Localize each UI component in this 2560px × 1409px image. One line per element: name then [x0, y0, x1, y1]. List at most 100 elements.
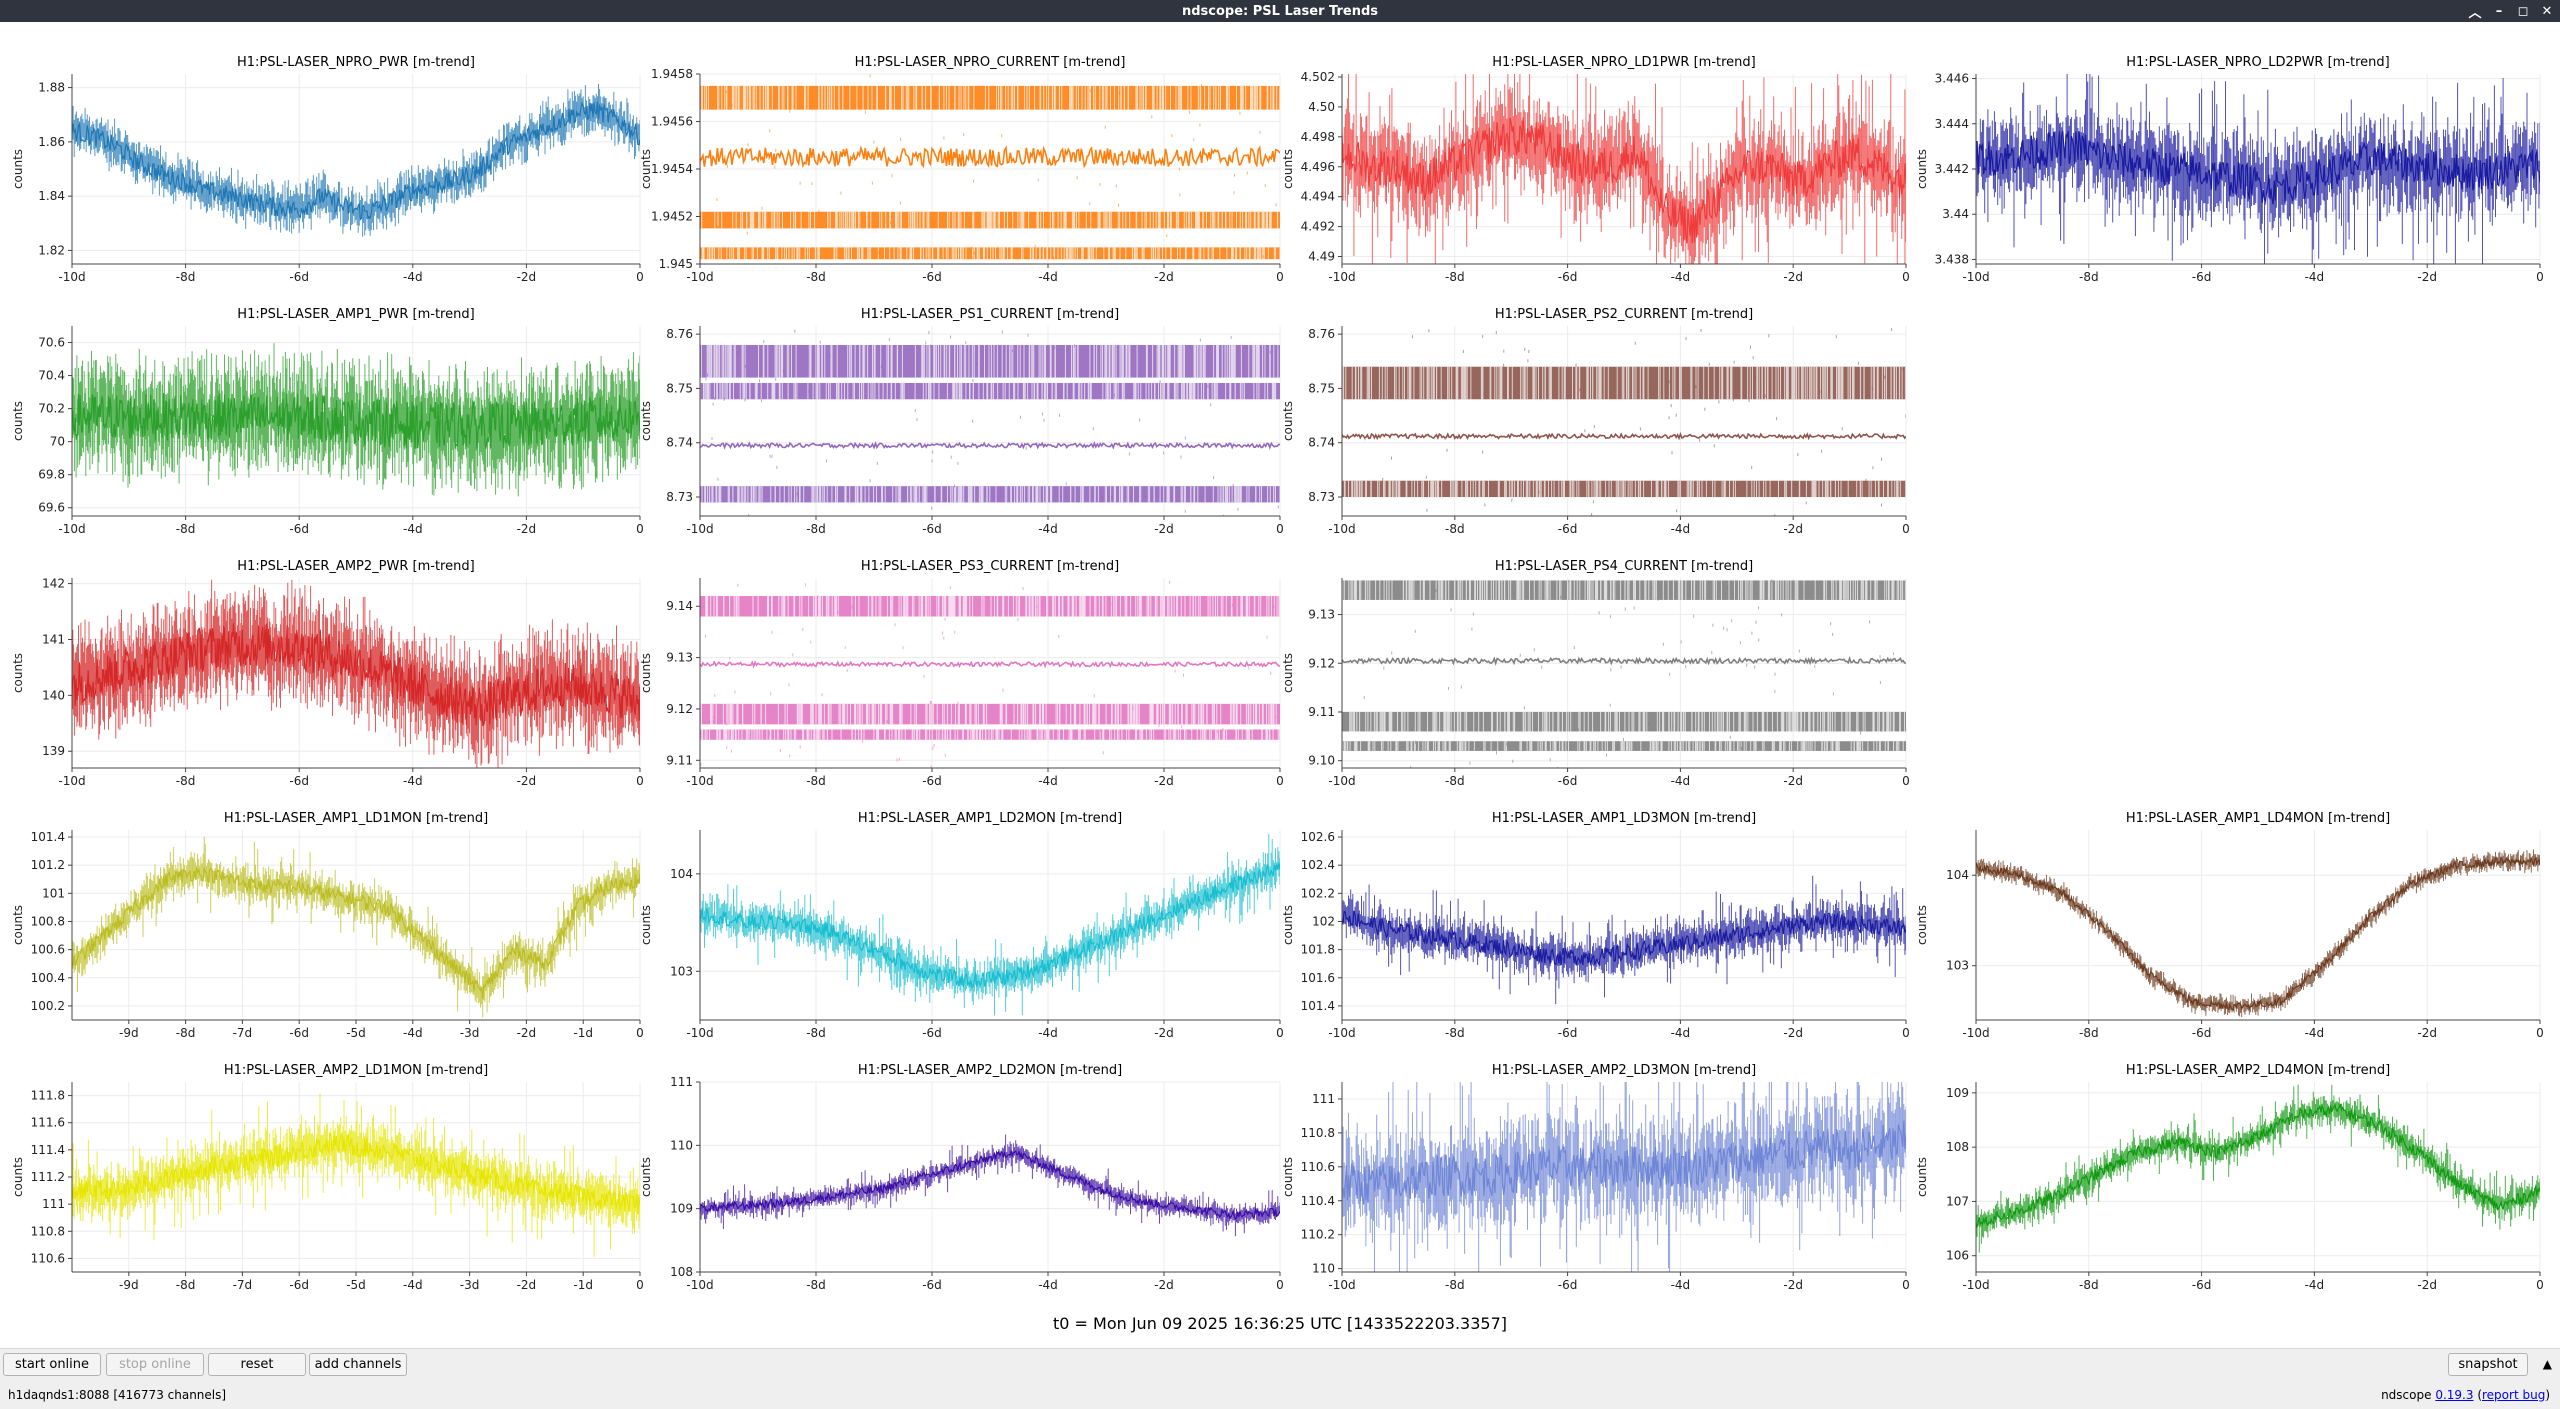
plot-amp2-pwr[interactable]: H1:PSL-LASER_AMP2_PWR [m-trend] 139 140 141… — [11, 559, 644, 788]
x-tick-label: -2d — [1154, 774, 1174, 788]
x-tick-label: -4d — [1038, 522, 1058, 536]
x-tick-label: 0 — [2536, 270, 2544, 284]
series-npro-current — [700, 74, 1280, 264]
snapshot-button[interactable]: snapshot — [2448, 1353, 2528, 1376]
plot-canvas[interactable]: H1:PSL-LASER_NPRO_PWR [m-trend] 1.82 1.84 1… — [0, 22, 2560, 1292]
t0-label: t0 = Mon Jun 09 2025 16:36:25 UTC [14335… — [1052, 1314, 1508, 1333]
y-tick-label: 100.8 — [31, 914, 65, 928]
x-tick-label: -2d — [1783, 522, 1803, 536]
plot-npro-pwr[interactable]: H1:PSL-LASER_NPRO_PWR [m-trend] 1.82 1.84 1… — [11, 55, 644, 284]
y-tick-label: 110 — [1312, 1262, 1335, 1276]
y-tick-label: 8.75 — [1308, 381, 1335, 395]
x-tick-label: -10d — [1962, 1278, 1989, 1292]
y-axis-label: counts — [1281, 149, 1295, 189]
plot-title: H1:PSL-LASER_NPRO_CURRENT [m-trend] — [855, 55, 1126, 70]
x-tick-label: -6d — [289, 522, 309, 536]
x-tick-label: 0 — [1276, 1026, 1284, 1040]
x-tick-label: -10d — [1328, 774, 1355, 788]
reset-button[interactable]: reset — [208, 1353, 306, 1376]
y-axis-label: counts — [639, 401, 653, 441]
x-tick-label: -2d — [517, 1278, 537, 1292]
y-tick-label: 9.12 — [666, 702, 693, 716]
y-tick-label: 139 — [42, 744, 65, 758]
plot-title: H1:PSL-LASER_AMP1_LD3MON [m-trend] — [1492, 811, 1756, 826]
plot-npro-ld2pwr[interactable]: H1:PSL-LASER_NPRO_LD2PWR [m-trend] 3.438 3… — [1915, 49, 2544, 285]
add-channels-button[interactable]: add channels — [309, 1353, 407, 1376]
band — [700, 729, 1280, 740]
plot-amp1-ld4mon[interactable]: H1:PSL-LASER_AMP1_LD4MON [m-trend] 103 104… — [1915, 811, 2544, 1040]
y-tick-label: 103 — [670, 964, 693, 978]
x-tick-label: -4d — [1038, 774, 1058, 788]
x-tick-label: -10d — [686, 270, 713, 284]
plot-title: H1:PSL-LASER_AMP2_PWR [m-trend] — [237, 559, 474, 574]
x-tick-label: -2d — [517, 270, 537, 284]
plot-ps1-current[interactable]: H1:PSL-LASER_PS1_CURRENT [m-trend] 8.73 8.… — [639, 307, 1284, 536]
x-tick-label: -8d — [176, 774, 196, 788]
plot-ps2-current[interactable]: H1:PSL-LASER_PS2_CURRENT [m-trend] 8.73 8.… — [1281, 307, 1910, 536]
plot-ps3-current[interactable]: H1:PSL-LASER_PS3_CURRENT [m-trend] 9.11 9.… — [639, 559, 1284, 788]
y-axis-label: counts — [1281, 1157, 1295, 1197]
x-tick-label: -2d — [2417, 270, 2437, 284]
y-tick-label: 108 — [1946, 1140, 1969, 1154]
band-gaps — [700, 345, 1279, 378]
y-tick-label: 3.44 — [1942, 207, 1969, 221]
y-tick-label: 4.498 — [1301, 130, 1335, 144]
x-tick-label: -6d — [1558, 1026, 1578, 1040]
plot-grid[interactable]: H1:PSL-LASER_NPRO_PWR [m-trend] 1.82 1.84 1… — [0, 22, 2560, 1292]
x-tick-label: -6d — [922, 1278, 942, 1292]
x-tick-label: -2d — [517, 1026, 537, 1040]
x-tick-label: -2d — [2417, 1026, 2437, 1040]
x-tick-label: -4d — [1038, 1026, 1058, 1040]
plot-amp1-pwr[interactable]: H1:PSL-LASER_AMP1_PWR [m-trend] 69.6 69.8 7… — [11, 307, 644, 536]
x-tick-label: -8d — [176, 1278, 196, 1292]
window-close-icon[interactable]: ✕ — [2541, 3, 2553, 19]
x-tick-label: -4d — [1671, 1026, 1691, 1040]
band — [700, 595, 1280, 617]
y-axis-label: counts — [11, 653, 25, 693]
plot-amp2-ld1mon[interactable]: H1:PSL-LASER_AMP2_LD1MON [m-trend] 110.6 1… — [11, 1063, 644, 1292]
plot-npro-ld1pwr[interactable]: H1:PSL-LASER_NPRO_LD1PWR [m-trend] 4.49 4.… — [1281, 40, 1910, 308]
window-minimize-icon[interactable]: – — [2495, 3, 2503, 19]
y-tick-label: 4.494 — [1301, 190, 1335, 204]
plot-amp2-ld3mon[interactable]: H1:PSL-LASER_AMP2_LD3MON [m-trend] 110 110… — [1281, 1044, 1910, 1292]
envelope — [72, 83, 640, 237]
version-link[interactable]: 0.19.3 — [2435, 1388, 2474, 1402]
expand-arrow-icon[interactable]: ▲ — [2542, 1357, 2552, 1371]
y-tick-label: 1.9458 — [651, 67, 693, 81]
x-tick-label: -2d — [1154, 270, 1174, 284]
y-tick-label: 140 — [42, 688, 65, 702]
start-online-button[interactable]: start online — [3, 1353, 101, 1376]
series-npro-pwr — [72, 83, 640, 237]
plot-amp1-ld1mon[interactable]: H1:PSL-LASER_AMP1_LD1MON [m-trend] 100.2 1… — [11, 811, 644, 1040]
plot-npro-current[interactable]: H1:PSL-LASER_NPRO_CURRENT [m-trend] 1.945… — [639, 55, 1284, 284]
y-tick-label: 104 — [1946, 868, 1969, 882]
plot-amp2-ld4mon[interactable]: H1:PSL-LASER_AMP2_LD4MON [m-trend] 106 107… — [1915, 1063, 2544, 1292]
x-tick-label: -6d — [922, 1026, 942, 1040]
x-tick-label: -8d — [806, 1278, 826, 1292]
window-titlebar: ndscope: PSL Laser Trends ︿ – ◻ ✕ — [0, 0, 2560, 22]
plot-ps4-current[interactable]: H1:PSL-LASER_PS4_CURRENT [m-trend] 9.10 9.… — [1281, 559, 1910, 788]
x-tick-label: -10d — [686, 774, 713, 788]
band — [1342, 711, 1906, 732]
y-tick-label: 101 — [42, 886, 65, 900]
plot-amp2-ld2mon[interactable]: H1:PSL-LASER_AMP2_LD2MON [m-trend] 108 109… — [639, 1063, 1284, 1292]
series-amp2-ld3mon — [1342, 1082, 1906, 1272]
plot-title: H1:PSL-LASER_AMP2_LD4MON [m-trend] — [2126, 1063, 2390, 1078]
x-tick-label: -8d — [806, 270, 826, 284]
x-tick-label: -9d — [119, 1278, 139, 1292]
y-tick-label: 111.4 — [31, 1143, 65, 1157]
x-tick-label: -2d — [2417, 1278, 2437, 1292]
window-shade-icon[interactable]: ︿ — [2468, 5, 2482, 21]
y-tick-label: 110.6 — [31, 1251, 65, 1265]
plot-amp1-ld2mon[interactable]: H1:PSL-LASER_AMP1_LD2MON [m-trend] 103 104… — [639, 811, 1284, 1040]
report-bug-link[interactable]: report bug — [2482, 1388, 2546, 1402]
band-gaps — [1342, 366, 1906, 400]
y-tick-label: 102.2 — [1301, 886, 1335, 900]
band-gaps — [705, 596, 1280, 617]
window-maximize-icon[interactable]: ◻ — [2517, 3, 2529, 19]
x-tick-label: 0 — [1902, 1278, 1910, 1292]
plot-amp1-ld3mon[interactable]: H1:PSL-LASER_AMP1_LD3MON [m-trend] 101.4 1… — [1281, 811, 1910, 1040]
x-tick-label: 0 — [1276, 774, 1284, 788]
x-tick-label: -6d — [1558, 774, 1578, 788]
stop-online-button[interactable]: stop online — [106, 1353, 204, 1376]
